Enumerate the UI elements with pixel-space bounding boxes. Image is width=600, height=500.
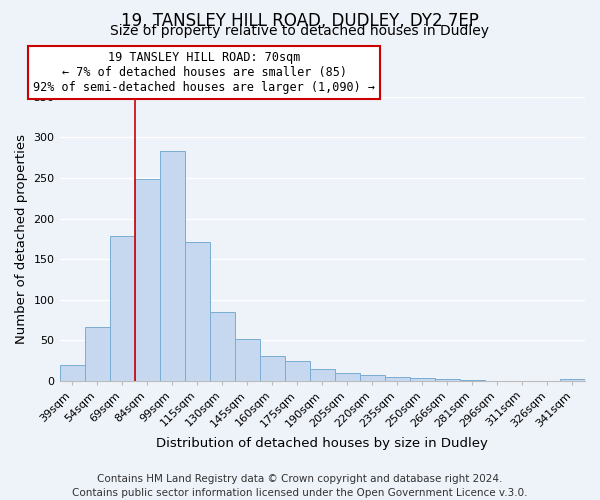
Text: 19, TANSLEY HILL ROAD, DUDLEY, DY2 7EP: 19, TANSLEY HILL ROAD, DUDLEY, DY2 7EP (121, 12, 479, 30)
Bar (435, 379, 460, 380)
Bar (209, 312, 235, 380)
Bar (285, 362, 310, 380)
Text: Contains HM Land Registry data © Crown copyright and database right 2024.
Contai: Contains HM Land Registry data © Crown c… (72, 474, 528, 498)
Bar (85, 327, 110, 380)
Bar (134, 179, 160, 380)
X-axis label: Distribution of detached houses by size in Dudley: Distribution of detached houses by size … (157, 437, 488, 450)
Bar (160, 151, 185, 380)
Bar (310, 368, 335, 380)
Y-axis label: Number of detached properties: Number of detached properties (15, 134, 28, 344)
Bar (185, 242, 209, 380)
Bar (385, 376, 410, 380)
Bar (235, 338, 260, 380)
Text: Size of property relative to detached houses in Dudley: Size of property relative to detached ho… (110, 24, 490, 38)
Text: 19 TANSLEY HILL ROAD: 70sqm
← 7% of detached houses are smaller (85)
92% of semi: 19 TANSLEY HILL ROAD: 70sqm ← 7% of deta… (33, 51, 375, 94)
Bar (410, 378, 435, 380)
Bar (260, 356, 285, 380)
Bar (59, 364, 85, 380)
Bar (360, 375, 385, 380)
Bar (560, 379, 585, 380)
Bar (335, 372, 360, 380)
Bar (110, 236, 134, 380)
